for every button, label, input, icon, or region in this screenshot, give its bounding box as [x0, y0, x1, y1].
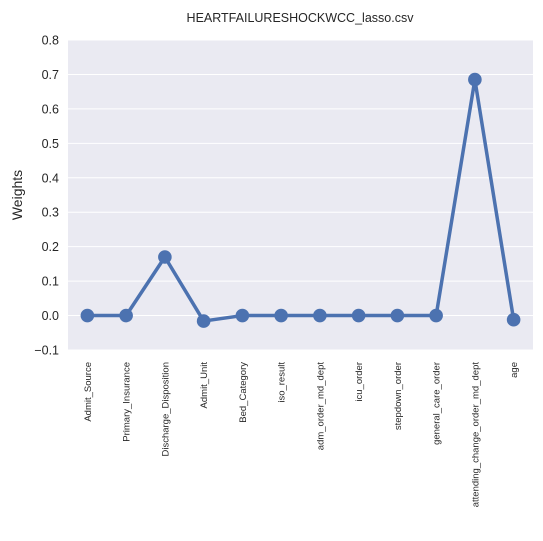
x-tick-label: attending_change_order_md_dept — [470, 362, 481, 508]
data-point — [468, 72, 482, 87]
chart-title: HEARTFAILURESHOCKWCC_lasso.csv — [187, 11, 415, 25]
y-tick-label: 0.5 — [42, 137, 59, 151]
x-tick-labels: Admit_Source Primary_Insurance Discharge_D… — [83, 362, 520, 508]
y-tick-label: 0.2 — [42, 240, 59, 254]
data-point — [119, 308, 133, 323]
data-point — [351, 308, 366, 323]
grid-lines — [68, 39, 533, 351]
y-tick-labels: −0.1 0.0 0.1 0.2 0.3 0.4 0.5 0.6 0.7 0.8 — [34, 34, 59, 358]
x-tick-label: age — [509, 362, 520, 378]
data-point — [429, 308, 443, 323]
x-tick-label: Bed_Category — [238, 362, 249, 423]
series-line — [87, 77, 516, 323]
data-point — [274, 308, 288, 323]
data-point — [80, 308, 95, 323]
x-tick-label: Primary_Insurance — [122, 362, 133, 442]
y-axis-label: Weights — [9, 170, 25, 220]
y-tick-label: 0.8 — [42, 34, 59, 48]
x-tick-label: adm_order_md_dept — [315, 362, 326, 451]
data-point — [196, 314, 211, 328]
y-tick-label: 0.6 — [42, 102, 59, 116]
data-point — [158, 250, 172, 264]
y-tick-label: 0.1 — [42, 275, 59, 289]
y-tick-label: 0.4 — [42, 171, 59, 185]
x-tick-label: Admit_Source — [83, 362, 94, 422]
data-point — [235, 308, 250, 323]
x-tick-label: general_care_order — [432, 362, 443, 445]
x-tick-label: stepdown_order — [393, 362, 404, 430]
y-tick-label: 0.3 — [42, 206, 59, 220]
y-tick-label: 0.7 — [42, 68, 59, 82]
x-tick-label: Admit_Unit — [199, 362, 210, 409]
x-tick-label: Discharge_Disposition — [160, 362, 171, 457]
y-tick-label: 0.0 — [42, 309, 59, 323]
series-weights — [80, 72, 521, 328]
data-point — [390, 308, 405, 323]
x-tick-label: icu_order — [354, 362, 365, 402]
data-point — [313, 308, 327, 323]
plot-background — [68, 40, 533, 350]
data-point — [506, 312, 521, 327]
x-tick-label: iso_result — [277, 362, 288, 403]
y-tick-label: −0.1 — [34, 344, 59, 358]
